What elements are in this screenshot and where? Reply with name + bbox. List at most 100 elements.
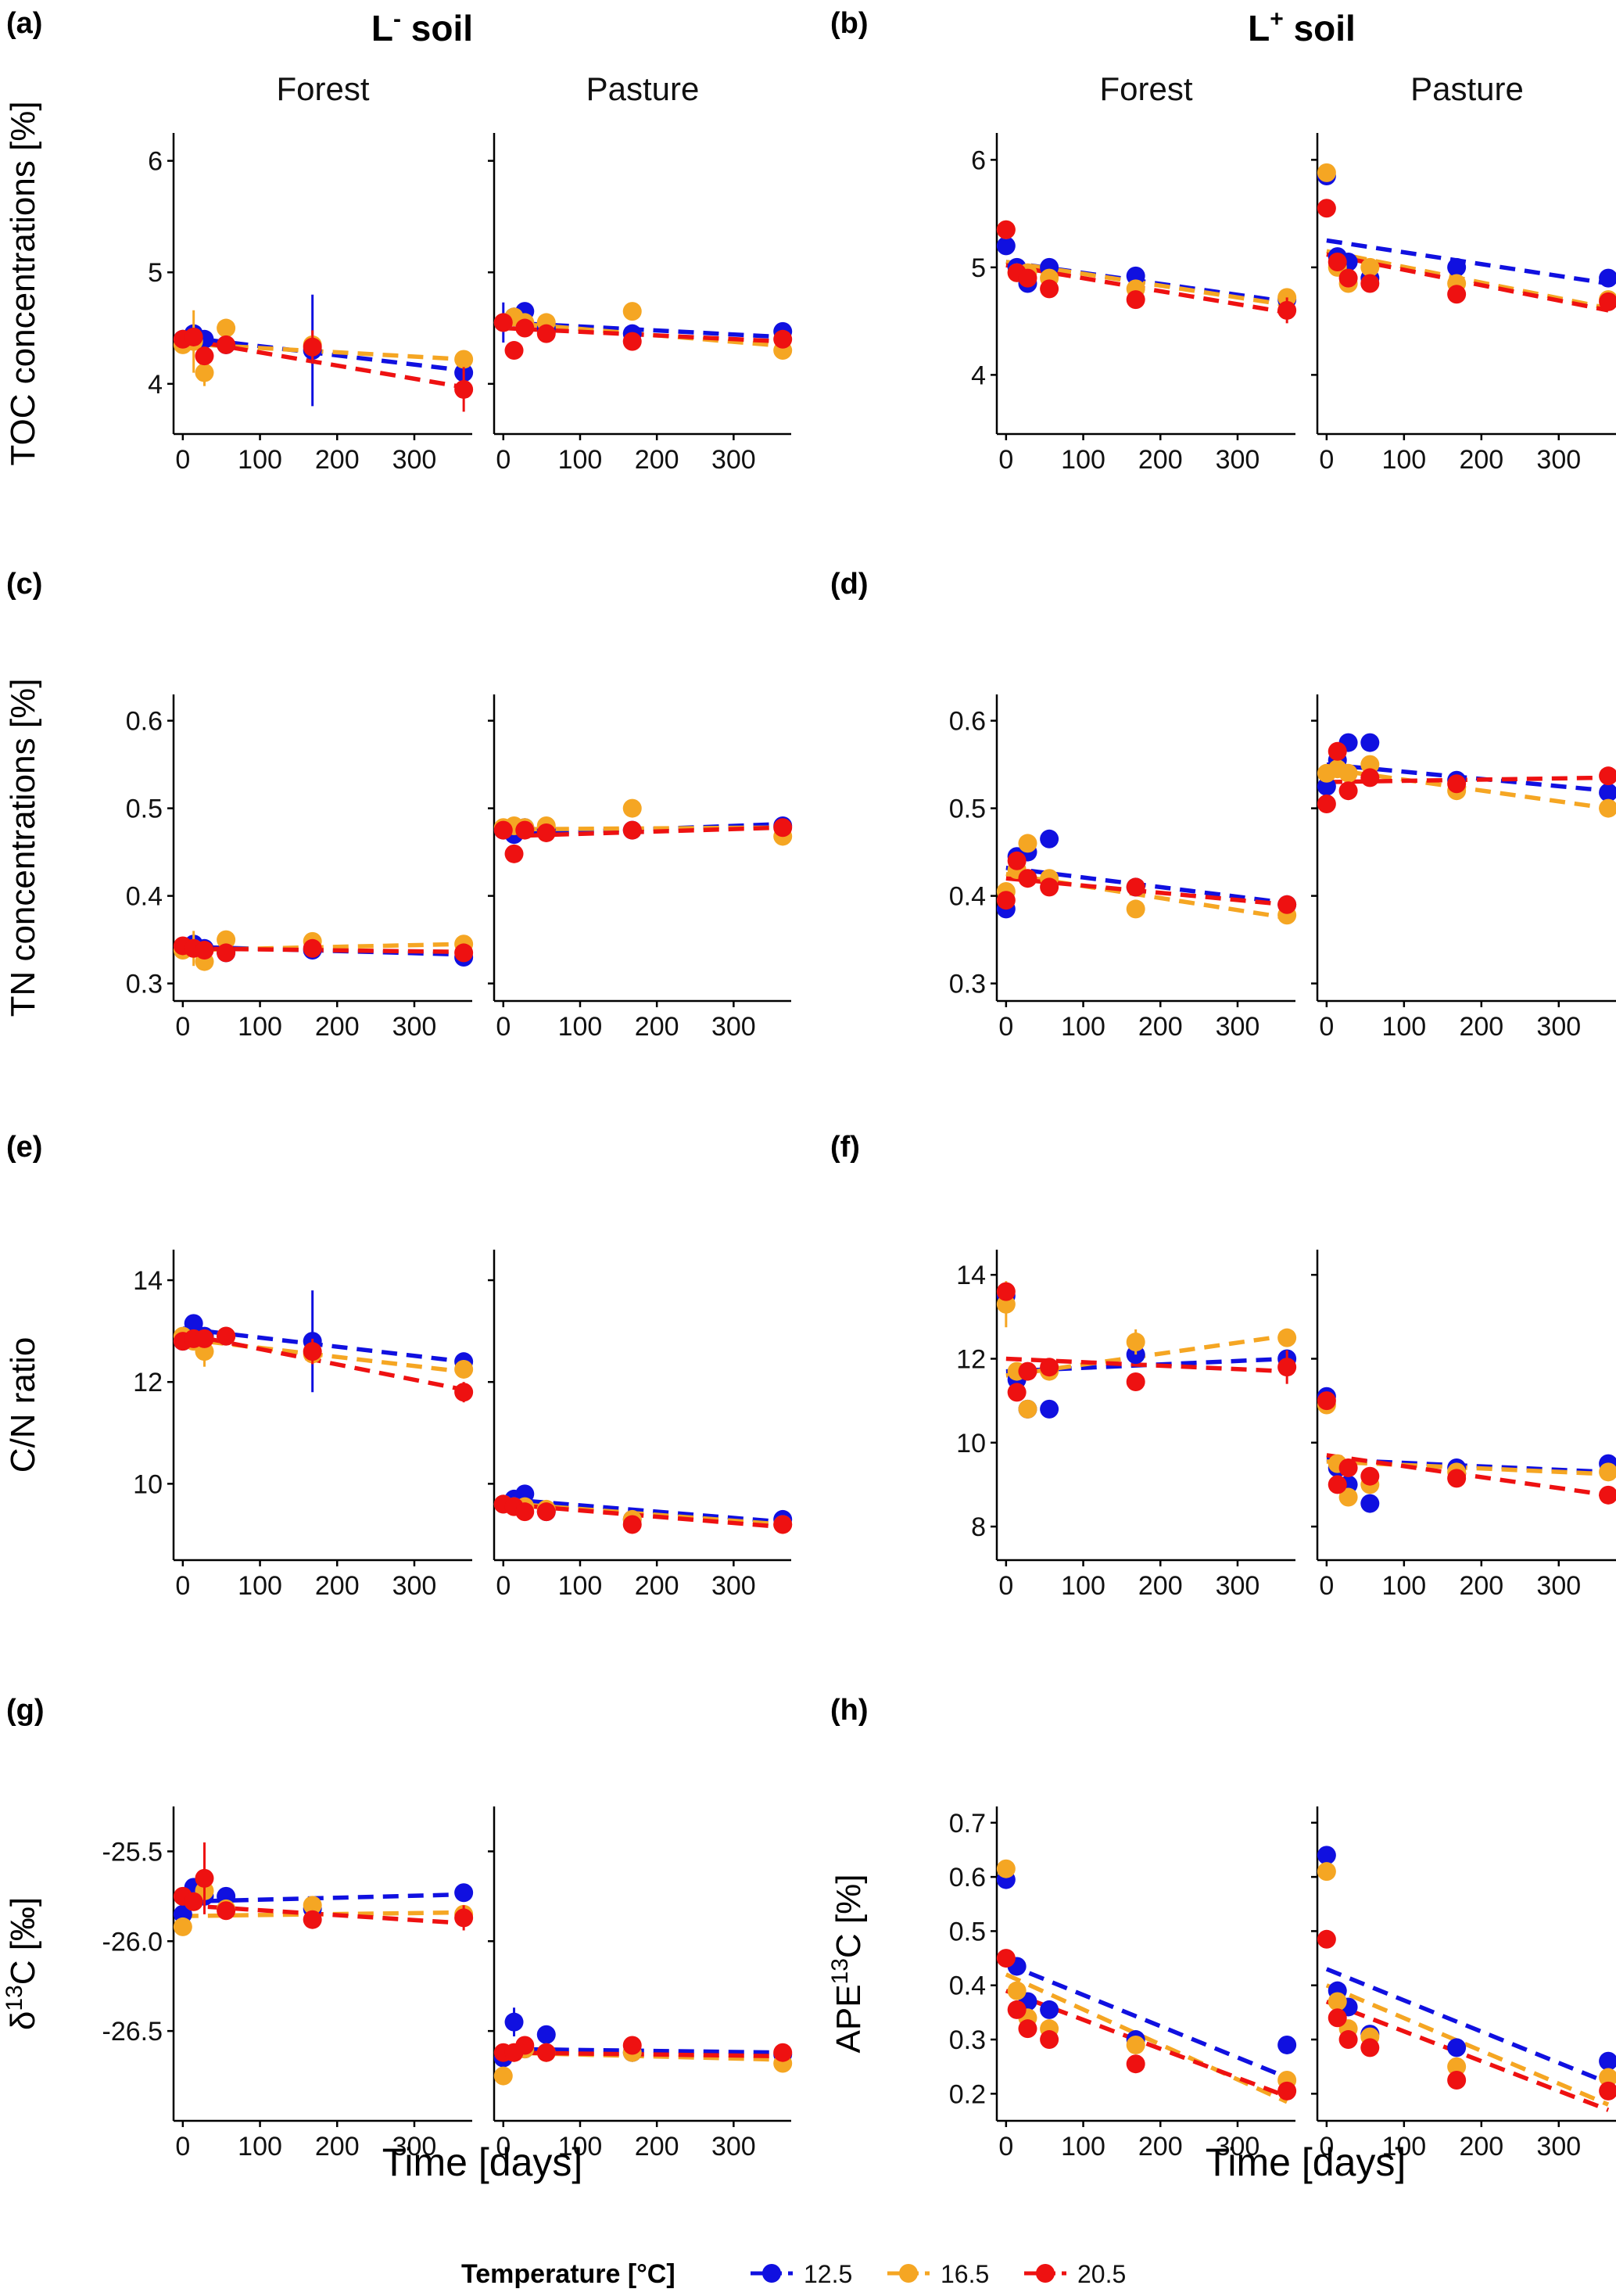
x-tick-label: 0 (1319, 445, 1334, 475)
point-20.5 (536, 324, 556, 343)
facet-h-pasture: 0 100 200 300 (1311, 1806, 1616, 2161)
point-20.5 (195, 1868, 214, 1888)
point-20.5 (536, 2043, 556, 2062)
legend-label-12.5: 12.5 (804, 2260, 852, 2288)
y-tick-label: 0.4 (949, 882, 986, 912)
y-axis-label-g: δ13C [‰] (2, 1897, 42, 2030)
x-tick-label: 0 (1319, 1012, 1334, 1042)
header-right-suffix: soil (1284, 8, 1356, 48)
point-12.5 (996, 236, 1016, 256)
point-20.5 (454, 1383, 474, 1402)
point-12.5 (1599, 783, 1616, 802)
header-left-base: L (371, 8, 393, 48)
point-20.5 (1040, 2030, 1059, 2050)
point-16.5 (1338, 1487, 1358, 1507)
x-tick-label: 200 (315, 1012, 360, 1042)
header-left: L- soil (371, 6, 473, 48)
panel-label-g: (g) (6, 1694, 45, 1727)
fit-line-12.5 (1005, 260, 1288, 304)
point-16.5 (217, 318, 236, 338)
x-tick-label: 100 (238, 445, 282, 475)
x-tick-label: 0 (1319, 2132, 1334, 2161)
x-tick-label: 0 (998, 1012, 1013, 1042)
point-20.5 (1447, 774, 1467, 794)
point-20.5 (454, 379, 474, 399)
point-12.5 (1277, 2035, 1297, 2054)
fit-line-12.5 (503, 320, 783, 339)
fit-line-16.5 (1326, 766, 1609, 811)
y-label-base: APE (829, 1984, 868, 2053)
point-20.5 (1007, 2000, 1027, 2019)
facet-d-pasture: 0 100 200 300 (1311, 694, 1616, 1042)
point-20.5 (493, 313, 513, 332)
x-tick-label: 300 (1216, 445, 1260, 475)
point-20.5 (217, 1901, 236, 1921)
point-12.5 (1599, 268, 1616, 288)
y-tick-label: 4 (148, 370, 163, 400)
y-label-rest: C [‰] (4, 1897, 42, 1985)
y-tick-label: 0.2 (949, 2079, 986, 2109)
point-20.5 (536, 823, 556, 842)
point-20.5 (184, 327, 203, 346)
point-12.5 (1599, 2051, 1616, 2071)
legend: Temperature [°C] 12.5 16.5 20.5 (461, 2259, 1126, 2289)
fit-line-12.5 (182, 1326, 464, 1364)
point-20.5 (1338, 1458, 1358, 1477)
point-16.5 (195, 363, 214, 382)
x-tick-label: 100 (238, 2132, 282, 2161)
x-tick-label: 100 (1381, 2132, 1426, 2161)
x-tick-label: 0 (998, 2132, 1013, 2161)
y-tick-label: -26.0 (102, 1927, 163, 1957)
y-tick-label: 0.5 (126, 795, 163, 824)
point-20.5 (454, 943, 474, 963)
x-tick-label: 100 (1061, 1571, 1105, 1601)
y-tick-label: 10 (956, 1429, 986, 1458)
x-tick-label: 200 (635, 2132, 679, 2161)
x-tick-label: 300 (392, 1012, 437, 1042)
header-right-base: L (1248, 8, 1270, 48)
x-tick-label: 200 (315, 2132, 360, 2161)
fit-line-16.5 (182, 341, 464, 362)
point-12.5 (184, 1314, 203, 1333)
point-12.5 (1040, 2000, 1059, 2019)
point-20.5 (536, 1502, 556, 1522)
point-20.5 (303, 337, 322, 357)
x-tick-label: 100 (1061, 445, 1105, 475)
point-16.5 (622, 302, 642, 321)
x-tick-label: 100 (238, 1012, 282, 1042)
x-tick-label: 100 (1381, 1012, 1426, 1042)
point-20.5 (1599, 766, 1616, 786)
x-tick-label: 0 (496, 2132, 511, 2161)
point-16.5 (493, 2066, 513, 2086)
point-20.5 (1018, 268, 1037, 288)
y-label-sup: 13 (2, 1985, 27, 2011)
x-tick-label: 300 (1536, 1571, 1581, 1601)
facet-d-forest: 0.3 0.4 0.5 0.6 0 100 200 300 (949, 694, 1297, 1042)
fit-line-12.5 (503, 1497, 783, 1524)
point-16.5 (217, 930, 236, 949)
point-16.5 (1317, 1862, 1336, 1882)
point-20.5 (217, 1326, 236, 1346)
fit-line-12.5 (1326, 762, 1609, 793)
point-20.5 (1360, 768, 1380, 787)
x-tick-label: 300 (1536, 2132, 1581, 2161)
point-20.5 (1599, 2081, 1616, 2100)
point-16.5 (173, 1917, 192, 1936)
x-tick-label: 300 (711, 445, 756, 475)
panel-label-d: (d) (830, 568, 869, 601)
x-tick-label: 200 (1459, 1571, 1503, 1601)
x-tick-label: 200 (315, 1571, 360, 1601)
x-tick-label: 300 (1216, 1571, 1260, 1601)
point-20.5 (303, 938, 322, 958)
point-12.5 (1360, 733, 1380, 752)
x-tick-label: 200 (635, 445, 679, 475)
point-20.5 (622, 1515, 642, 1534)
point-20.5 (195, 1329, 214, 1348)
point-16.5 (996, 1859, 1016, 1878)
point-12.5 (454, 1883, 474, 1903)
y-tick-label: 12 (133, 1368, 163, 1397)
x-tick-label: 0 (175, 2132, 190, 2161)
legend-key-point-16.5 (899, 2264, 918, 2283)
point-20.5 (1447, 285, 1467, 304)
x-tick-label: 100 (558, 2132, 603, 2161)
